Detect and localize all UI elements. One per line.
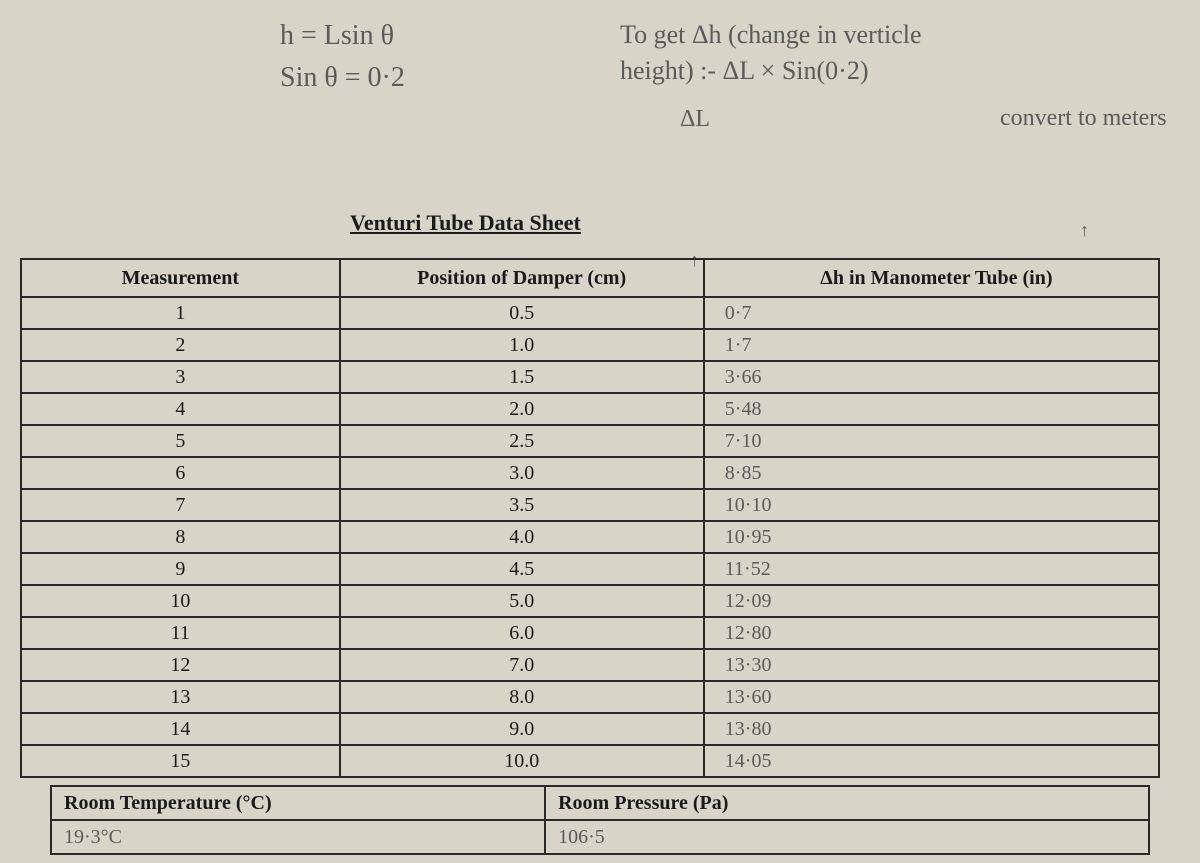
- measurement-cell: 8: [21, 521, 340, 553]
- measurement-cell: 5: [21, 425, 340, 457]
- table-row: 105.012·09: [21, 585, 1159, 617]
- measurement-cell: 11: [21, 617, 340, 649]
- table-row: 31.53·66: [21, 361, 1159, 393]
- note-explanation-line-1: To get Δh (change in verticle: [620, 20, 1167, 50]
- delta-h-cell: 13·60: [704, 681, 1159, 713]
- note-explanation-line-2: height) :- ΔL × Sin(0·2): [620, 56, 1167, 86]
- delta-h-cell: 0·7: [704, 297, 1159, 329]
- measurement-cell: 7: [21, 489, 340, 521]
- position-cell: 2.5: [340, 425, 704, 457]
- position-cell: 8.0: [340, 681, 704, 713]
- position-cell: 3.0: [340, 457, 704, 489]
- table-row: 94.511·52: [21, 553, 1159, 585]
- measurement-cell: 1: [21, 297, 340, 329]
- delta-h-cell: 12·80: [704, 617, 1159, 649]
- formula-h-equals: h = Lsin θ: [280, 20, 405, 52]
- sheet-title: Venturi Tube Data Sheet: [350, 210, 581, 236]
- position-cell: 4.5: [340, 553, 704, 585]
- room-pressure-value: 106·5: [545, 820, 1149, 854]
- note-right-group: To get Δh (change in verticle height) :-…: [620, 20, 1167, 132]
- position-cell: 10.0: [340, 745, 704, 777]
- measurement-cell: 9: [21, 553, 340, 585]
- delta-h-cell: 10·95: [704, 521, 1159, 553]
- table-row: 116.012·80: [21, 617, 1159, 649]
- measurement-cell: 14: [21, 713, 340, 745]
- header-position: Position of Damper (cm): [340, 259, 704, 297]
- note-convert-meters: convert to meters: [1000, 105, 1167, 132]
- note-left-group: h = Lsin θ Sin θ = 0·2: [280, 20, 405, 94]
- delta-h-cell: 5·48: [704, 393, 1159, 425]
- table-row: 149.013·80: [21, 713, 1159, 745]
- table-row: 63.08·85: [21, 457, 1159, 489]
- table-row: 73.510·10: [21, 489, 1159, 521]
- delta-h-cell: 3·66: [704, 361, 1159, 393]
- position-cell: 1.5: [340, 361, 704, 393]
- arrow-icon: ↑: [1080, 220, 1089, 241]
- delta-h-cell: 1·7: [704, 329, 1159, 361]
- measurement-cell: 2: [21, 329, 340, 361]
- header-measurement: Measurement: [21, 259, 340, 297]
- position-cell: 9.0: [340, 713, 704, 745]
- room-temperature-value: 19·3°C: [51, 820, 545, 854]
- measurement-cell: 15: [21, 745, 340, 777]
- conditions-header-row: Room Temperature (°C) Room Pressure (Pa): [51, 786, 1149, 820]
- position-cell: 5.0: [340, 585, 704, 617]
- room-pressure-label: Room Pressure (Pa): [545, 786, 1149, 820]
- delta-h-cell: 7·10: [704, 425, 1159, 457]
- measurement-cell: 12: [21, 649, 340, 681]
- delta-h-cell: 13·30: [704, 649, 1159, 681]
- table-row: 127.013·30: [21, 649, 1159, 681]
- venturi-data-table: Measurement Position of Damper (cm) Δh i…: [20, 258, 1160, 778]
- measurement-cell: 4: [21, 393, 340, 425]
- position-cell: 7.0: [340, 649, 704, 681]
- room-temperature-label: Room Temperature (°C): [51, 786, 545, 820]
- delta-h-cell: 13·80: [704, 713, 1159, 745]
- table-row: 1510.014·05: [21, 745, 1159, 777]
- table-header-row: Measurement Position of Damper (cm) Δh i…: [21, 259, 1159, 297]
- delta-h-cell: 12·09: [704, 585, 1159, 617]
- delta-h-cell: 8·85: [704, 457, 1159, 489]
- position-cell: 4.0: [340, 521, 704, 553]
- measurement-cell: 3: [21, 361, 340, 393]
- table-row: 10.50·7: [21, 297, 1159, 329]
- position-cell: 3.5: [340, 489, 704, 521]
- measurement-cell: 10: [21, 585, 340, 617]
- header-delta-h: Δh in Manometer Tube (in): [704, 259, 1159, 297]
- position-cell: 6.0: [340, 617, 704, 649]
- delta-h-cell: 10·10: [704, 489, 1159, 521]
- position-cell: 1.0: [340, 329, 704, 361]
- delta-h-cell: 14·05: [704, 745, 1159, 777]
- conditions-value-row: 19·3°C 106·5: [51, 820, 1149, 854]
- measurement-cell: 6: [21, 457, 340, 489]
- position-cell: 2.0: [340, 393, 704, 425]
- table-row: 84.010·95: [21, 521, 1159, 553]
- position-cell: 0.5: [340, 297, 704, 329]
- formula-sin-theta: Sin θ = 0·2: [280, 62, 405, 94]
- table-row: 138.013·60: [21, 681, 1159, 713]
- table-row: 52.57·10: [21, 425, 1159, 457]
- table-row: 42.05·48: [21, 393, 1159, 425]
- room-conditions-table: Room Temperature (°C) Room Pressure (Pa)…: [50, 785, 1150, 855]
- measurement-cell: 13: [21, 681, 340, 713]
- delta-h-cell: 11·52: [704, 553, 1159, 585]
- table-row: 21.01·7: [21, 329, 1159, 361]
